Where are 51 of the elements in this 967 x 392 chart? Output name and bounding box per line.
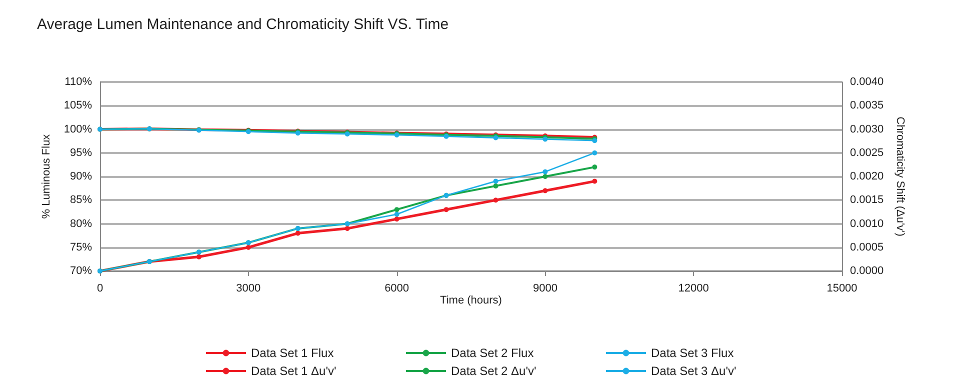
y2-tick-label: 0.0030 [850, 123, 884, 136]
point [592, 178, 598, 184]
point [542, 188, 548, 194]
y-tick-label: 70% [70, 265, 92, 277]
legend-label: Data Set 3 Δu'v' [651, 364, 736, 378]
x-tick-label: 12000 [678, 282, 709, 294]
point [394, 216, 400, 222]
y-tick-label: 105% [64, 100, 92, 112]
legend-label: Data Set 1 Flux [251, 346, 334, 360]
legend-label: Data Set 2 Flux [451, 346, 534, 360]
y2-axis-title: Chromaticity Shift (Δu'v') [894, 116, 906, 236]
point [246, 244, 251, 250]
y2-tick-label: 0.0020 [850, 170, 884, 182]
y2-tick-label: 0.0010 [850, 218, 884, 230]
x-axis-title: Time (hours) [440, 294, 502, 306]
point [542, 169, 548, 174]
y-tick-label: 85% [70, 194, 92, 206]
point [444, 207, 449, 212]
y2-tick-label: 0.0015 [850, 194, 884, 206]
x-tick-label: 9000 [532, 282, 558, 294]
y2-tick-label: 0.0040 [850, 76, 884, 88]
point [196, 254, 202, 260]
y-tick-label: 110% [64, 76, 92, 88]
point [493, 183, 498, 188]
point [493, 198, 498, 203]
y-tick-label: 90% [70, 170, 92, 182]
point [344, 226, 350, 231]
legend-label: Data Set 3 Flux [651, 346, 734, 360]
legend-label: Data Set 2 Δu'v' [451, 364, 536, 378]
x-tick-label: 0 [96, 282, 104, 294]
point [592, 164, 598, 170]
legend-label: Data Set 1 Δu'v' [251, 364, 336, 378]
x-tick-label: 3000 [236, 282, 261, 294]
y2-tick-label: 0.0035 [850, 100, 884, 112]
y-tick-label: 75% [70, 241, 92, 254]
y2-tick-label: 0.0005 [850, 241, 884, 254]
y-axis-title: % Luminous Flux [40, 134, 52, 219]
chart-title: Average Lumen Maintenance and Chromaticity Shift VS. Time [37, 16, 449, 33]
point [295, 230, 300, 236]
point [394, 207, 400, 212]
y-tick-label: 80% [70, 218, 92, 230]
y2-tick-label: 0.0025 [850, 146, 884, 159]
point [592, 150, 598, 156]
point [493, 178, 498, 184]
x-tick-label: 15000 [826, 282, 858, 294]
y-tick-label: 95% [70, 146, 92, 159]
x-tick-label: 6000 [384, 282, 410, 294]
point [394, 212, 400, 217]
point [542, 174, 548, 179]
y-tick-label: 100% [64, 123, 92, 136]
y2-tick-label: 0.0000 [850, 265, 884, 277]
